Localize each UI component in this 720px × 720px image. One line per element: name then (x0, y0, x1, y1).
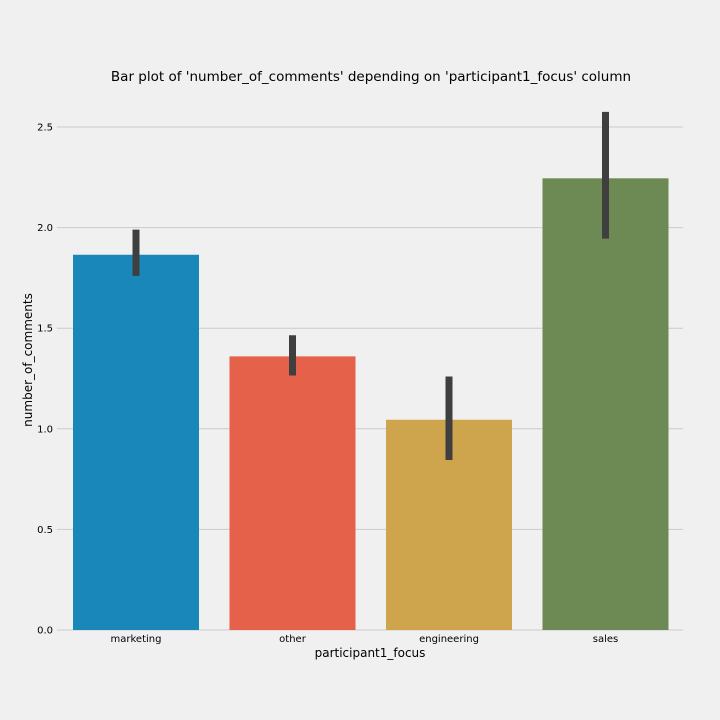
y-tick-label: 0.0 (37, 626, 53, 637)
y-axis-label: number_of_comments (21, 293, 35, 427)
y-axis-ticks: 0.0 0.5 1.0 1.5 2.0 2.5 (37, 123, 53, 637)
x-axis-ticks: marketing other engineering sales (111, 634, 619, 645)
y-tick-label: 1.5 (37, 324, 53, 335)
x-axis-label: participant1_focus (315, 646, 426, 660)
x-tick-label: sales (593, 634, 618, 645)
y-tick-label: 2.5 (37, 123, 53, 134)
error-bars (132, 111, 609, 460)
bars (73, 178, 669, 630)
bar-marketing (73, 254, 199, 630)
bar-sales (542, 178, 669, 630)
x-tick-label: marketing (111, 634, 162, 645)
x-tick-label: engineering (419, 634, 479, 645)
y-tick-label: 1.0 (37, 424, 53, 435)
bar-other (229, 356, 356, 630)
y-tick-label: 0.5 (37, 525, 53, 536)
chart-title: Bar plot of 'number_of_comments' dependi… (111, 69, 631, 85)
x-tick-label: other (279, 634, 307, 645)
y-tick-label: 2.0 (37, 223, 53, 234)
